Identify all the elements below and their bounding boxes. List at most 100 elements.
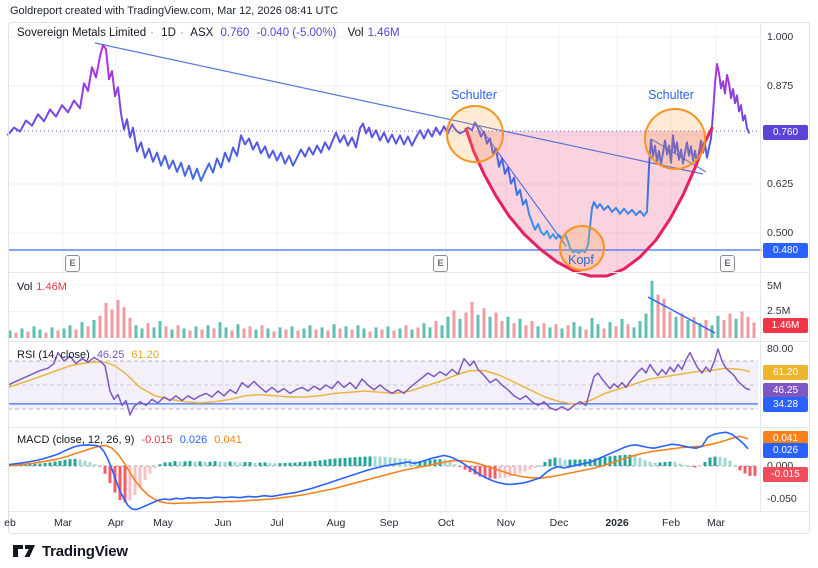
volume-bar	[302, 328, 306, 338]
tradingview-logo: TradingView	[12, 542, 128, 560]
volume-bar	[278, 327, 282, 338]
volume-trendline[interactable]	[647, 296, 716, 334]
volume-bar	[752, 322, 756, 338]
volume-bar	[374, 327, 378, 338]
trendline[interactable]	[94, 42, 704, 175]
macd-histogram-bar	[88, 462, 92, 466]
macd-histogram-bar	[123, 466, 127, 503]
volume-bar	[464, 312, 468, 338]
time-axis-label: May	[153, 517, 173, 529]
macd-histogram-bar	[258, 462, 262, 466]
macd-histogram-bar	[668, 461, 672, 466]
macd-histogram-bar	[548, 459, 552, 466]
pattern-annotation-label[interactable]: Schulter	[451, 88, 497, 102]
macd-histogram-bar	[508, 466, 512, 477]
macd-histogram-bar	[663, 461, 667, 466]
axis-badge: 0.480	[763, 242, 808, 258]
macd-signal-line	[7, 435, 749, 505]
volume-bar	[590, 317, 594, 338]
macd-hist-value: -0.015	[141, 434, 173, 446]
volume-bar	[638, 321, 642, 338]
interval-label: 1D	[161, 27, 176, 39]
pattern-cup-curve[interactable]	[464, 126, 714, 278]
macd-histogram-bar	[593, 458, 597, 466]
volume-bar	[284, 329, 288, 338]
macd-histogram-bar	[328, 459, 332, 466]
macd-histogram-bar	[478, 466, 482, 477]
volume-bar	[140, 328, 144, 338]
volume-bar	[158, 321, 162, 338]
macd-histogram-bar	[218, 461, 222, 466]
macd-histogram-bar	[753, 466, 757, 476]
macd-histogram-bar	[28, 464, 32, 466]
macd-histogram-bar	[278, 463, 282, 466]
volume-bar	[428, 327, 432, 338]
macd-histogram-bar	[338, 458, 342, 466]
macd-histogram-bar	[43, 462, 47, 466]
volume-bar	[74, 329, 78, 338]
trendline[interactable]	[478, 125, 567, 247]
volume-bar	[746, 316, 750, 338]
macd-histogram-bar	[203, 461, 207, 466]
macd-signal-value: 0.041	[214, 434, 242, 446]
volume-bar	[518, 318, 522, 338]
pattern-annotation-label[interactable]: Schulter	[648, 88, 694, 102]
macd-histogram-bar	[73, 458, 77, 466]
earnings-marker[interactable]: E	[433, 255, 448, 272]
axis-label: 1.000	[767, 31, 794, 43]
macd-histogram-bar	[303, 461, 307, 466]
macd-histogram-bar	[458, 466, 462, 467]
earnings-marker[interactable]: E	[65, 255, 80, 272]
macd-histogram-bar	[748, 466, 752, 476]
time-axis-label: Sep	[379, 517, 399, 529]
volume-bar	[182, 328, 186, 338]
macd-histogram-bar	[158, 464, 162, 466]
macd-histogram-bar	[723, 457, 727, 466]
macd-histogram-bar	[248, 462, 252, 466]
macd-histogram-bar	[128, 466, 132, 501]
macd-histogram-bar	[738, 466, 742, 471]
volume-bar	[368, 331, 372, 338]
macd-histogram-bar	[183, 461, 187, 466]
earnings-marker[interactable]: E	[720, 255, 735, 272]
volume-bar	[338, 328, 342, 338]
axis-label: 0.500	[767, 227, 794, 239]
volume-bar	[188, 330, 192, 338]
volume-bar	[626, 324, 630, 338]
macd-label: MACD (close, 12, 26, 9)	[17, 434, 135, 446]
time-axis-label: Mar	[53, 517, 73, 529]
volume-bar	[62, 328, 66, 338]
macd-histogram-bar	[513, 466, 517, 475]
macd-histogram-bar	[573, 459, 577, 466]
macd-histogram-bar	[153, 466, 157, 469]
annotation-circle[interactable]	[644, 108, 706, 170]
volume-bar	[560, 328, 564, 338]
axis-label: 2.5M	[767, 305, 791, 317]
macd-histogram-bar	[733, 465, 737, 466]
volume-bar	[566, 325, 570, 338]
macd-histogram-bar	[393, 457, 397, 466]
macd-histogram-bar	[648, 461, 652, 466]
volume-bar	[602, 328, 606, 338]
macd-histogram-bar	[633, 455, 637, 466]
volume-bar	[116, 299, 120, 338]
annotation-circle[interactable]	[559, 225, 605, 271]
annotation-circle[interactable]	[446, 105, 504, 163]
pattern-annotation-label[interactable]: Kopf	[568, 253, 594, 267]
macd-histogram-bar	[333, 458, 337, 466]
volume-bar	[728, 313, 732, 338]
volume-label: Vol	[17, 281, 33, 293]
volume-bar	[578, 326, 582, 338]
volume-bar	[86, 326, 90, 338]
time-axis-label: Apr	[107, 517, 125, 529]
volume-bar	[446, 316, 450, 338]
volume-bar	[644, 313, 648, 338]
macd-histogram-bar	[468, 466, 472, 473]
macd-histogram-bar	[253, 462, 257, 466]
macd-histogram-bar	[33, 463, 37, 466]
time-axis-label: Aug	[326, 517, 346, 529]
macd-histogram-bar	[198, 461, 202, 466]
macd-histogram-bar	[178, 461, 182, 466]
macd-histogram-bar	[233, 461, 237, 466]
macd-histogram-bar	[298, 462, 302, 466]
